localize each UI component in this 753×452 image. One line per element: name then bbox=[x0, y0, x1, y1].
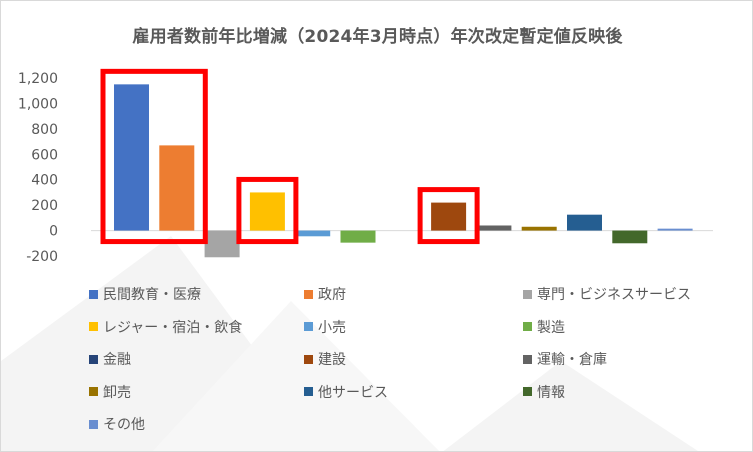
bar-1 bbox=[114, 84, 149, 231]
legend-label: 情報 bbox=[537, 384, 565, 401]
legend-label: 金融 bbox=[103, 352, 131, 368]
bar-13 bbox=[657, 228, 693, 231]
legend-item: 民間教育・医療 bbox=[89, 284, 201, 304]
highlight-boxes bbox=[100, 68, 480, 245]
legend-swatch bbox=[89, 322, 98, 331]
legend-label: レジャー・宿泊・飲食 bbox=[103, 319, 243, 336]
legend-item: 専門・ビジネスサービス bbox=[523, 284, 691, 304]
legend-label: その他 bbox=[103, 417, 145, 433]
legend-swatch bbox=[89, 354, 98, 364]
legend-item: 政府 bbox=[304, 284, 346, 304]
legend-item: 他サービス bbox=[304, 382, 388, 402]
legend-swatch bbox=[304, 387, 313, 396]
legend-item: 卸売 bbox=[89, 382, 131, 402]
legend-swatch bbox=[89, 289, 98, 299]
legend-swatch bbox=[304, 289, 313, 299]
legend-swatch bbox=[523, 322, 532, 331]
legend-label: 卸売 bbox=[103, 384, 131, 401]
legend-label: 他サービス bbox=[318, 384, 388, 401]
y-tick-label: 1,000 bbox=[18, 96, 58, 112]
bar-8 bbox=[431, 202, 467, 231]
legend-swatch bbox=[89, 419, 98, 429]
y-tick-label: 0 bbox=[49, 224, 58, 240]
legend-item: 製造 bbox=[523, 317, 565, 337]
legend-label: 製造 bbox=[537, 319, 565, 336]
legend-label: 専門・ビジネスサービス bbox=[537, 287, 691, 303]
y-axis: -200 0 200 400 600 800 1,000 1,200 bbox=[18, 71, 713, 265]
legend-swatch bbox=[304, 354, 313, 364]
bar-6 bbox=[340, 230, 376, 243]
legend-swatch bbox=[523, 354, 532, 364]
legend-label: 小売 bbox=[318, 319, 346, 336]
highlight-box-3 bbox=[417, 187, 480, 245]
y-tick-label: 400 bbox=[31, 173, 58, 189]
legend-item: その他 bbox=[89, 414, 145, 434]
highlight-box-1 bbox=[100, 68, 208, 245]
bar-10 bbox=[521, 226, 557, 231]
legend-swatch bbox=[523, 289, 532, 299]
bar-12 bbox=[612, 230, 648, 244]
y-tick-label: 200 bbox=[31, 198, 58, 214]
y-tick-label: 1,200 bbox=[18, 71, 58, 87]
y-tick-label: -200 bbox=[26, 249, 58, 265]
bars bbox=[114, 84, 693, 258]
bar-5 bbox=[295, 230, 331, 237]
background-mountains bbox=[1, 236, 698, 451]
bar-3 bbox=[204, 230, 240, 258]
legend-item: 運輸・倉庫 bbox=[523, 349, 607, 369]
highlight-box-2 bbox=[236, 176, 299, 245]
legend-label: 建設 bbox=[318, 352, 346, 368]
legend-label: 政府 bbox=[318, 287, 346, 303]
legend-swatch bbox=[523, 387, 532, 396]
bar-2 bbox=[159, 145, 195, 231]
bar-4 bbox=[249, 192, 285, 231]
legend-item: 小売 bbox=[304, 317, 346, 337]
legend-item: 情報 bbox=[523, 382, 565, 402]
legend-swatch bbox=[89, 387, 98, 396]
bar-9 bbox=[476, 225, 512, 231]
legend-label: 民間教育・医療 bbox=[103, 287, 201, 303]
legend-item: 金融 bbox=[89, 349, 131, 369]
legend-item: 建設 bbox=[304, 349, 346, 369]
legend-swatch bbox=[304, 322, 313, 331]
y-tick-label: 600 bbox=[31, 147, 58, 163]
legend-item: レジャー・宿泊・飲食 bbox=[89, 317, 242, 337]
legend-label: 運輸・倉庫 bbox=[537, 352, 607, 368]
bar-11 bbox=[567, 214, 602, 231]
chart-title: 雇用者数前年比増減（2024年3月時点）年次改定暫定値反映後 bbox=[132, 27, 623, 47]
y-tick-label: 800 bbox=[31, 122, 58, 138]
